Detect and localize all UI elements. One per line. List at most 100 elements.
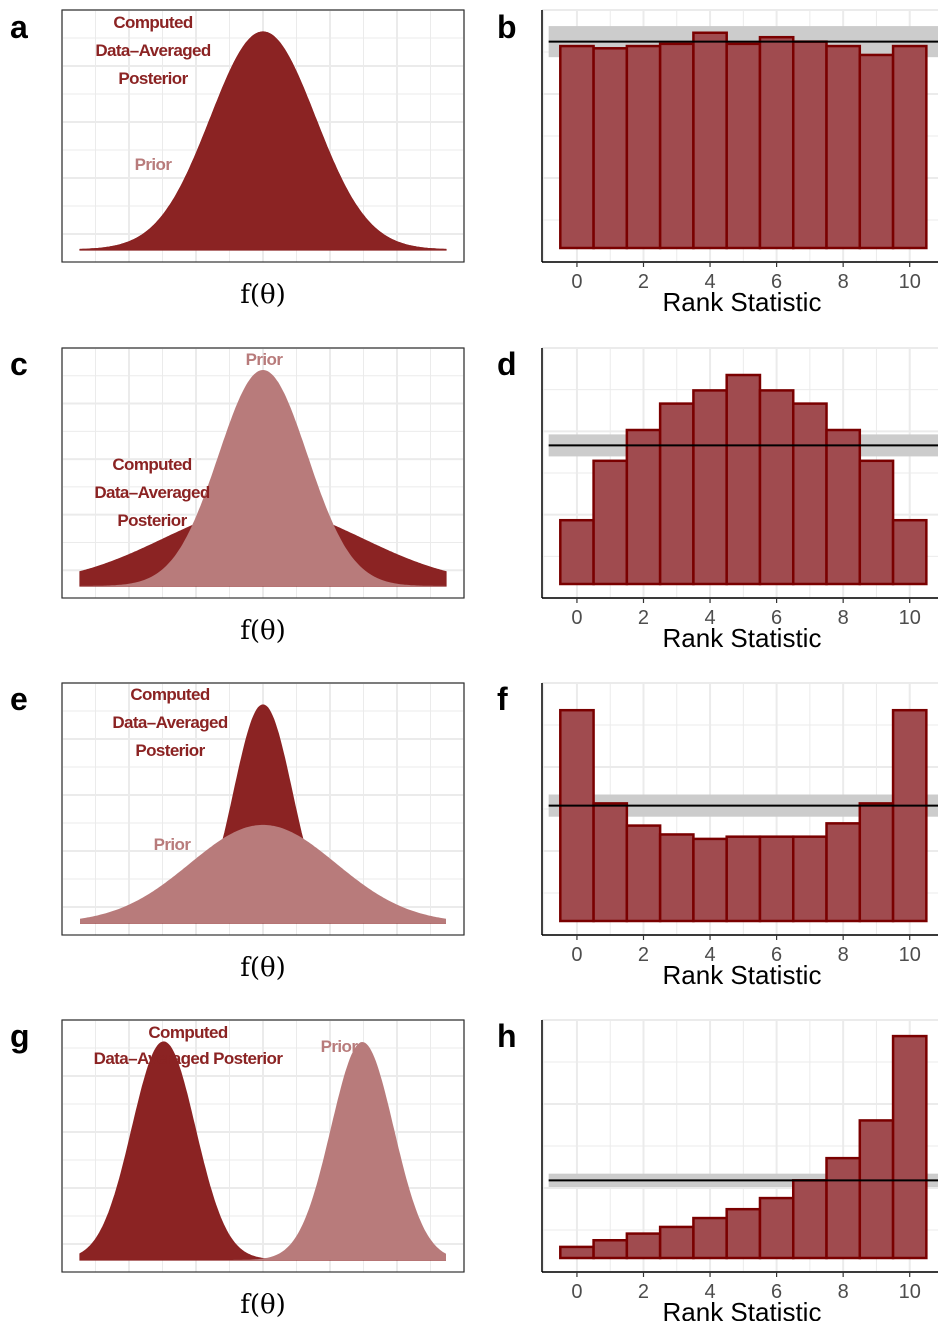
x-axis-label-e: f(θ): [240, 953, 286, 983]
x-tick-label-d-6: 6: [771, 607, 782, 629]
prior-label-a: Prior: [135, 155, 173, 174]
panel-letter-g: g: [10, 1018, 30, 1054]
bar-b-3: [658, 42, 695, 250]
panel-letter-c: c: [10, 346, 28, 382]
histogram-panel-b: b 0 2 4 6 8 10 Rank Statistic: [497, 9, 938, 317]
bar-f-6: [758, 835, 795, 923]
bar-h-4: [692, 1216, 728, 1260]
density-panel-g: g Computed Data–Averaged Posterior Prior f(θ…: [10, 1018, 465, 1320]
bar-f-10: [891, 708, 928, 923]
x-tick-label-d-8: 8: [838, 607, 849, 629]
x-axis-label-h: Rank Statistic: [663, 1297, 822, 1321]
bar-h-3: [658, 1225, 695, 1260]
panel-letter-e: e: [10, 681, 28, 717]
x-tick-label-b-4: 4: [704, 271, 715, 293]
x-tick-label-f-0: 0: [571, 944, 582, 966]
bar-b-5: [725, 42, 762, 250]
bar-h-8: [825, 1156, 862, 1260]
histogram-panel-d: d 0 2 4 6 8 10 Rank Statistic: [497, 346, 938, 653]
panel-letter-d: d: [497, 346, 517, 382]
x-tick-label-h-6: 6: [771, 1281, 782, 1303]
x-tick-label-d-2: 2: [638, 607, 649, 629]
bar-f-2: [625, 824, 662, 923]
posterior-label-e: Data–Averaged: [112, 713, 228, 732]
x-tick-label-h-8: 8: [838, 1281, 849, 1303]
x-axis-label-a: f(θ): [240, 280, 286, 310]
posterior-label-a: Data–Averaged: [95, 41, 211, 60]
bar-h-6: [758, 1196, 795, 1260]
panel-border-e: [61, 682, 465, 936]
bar-b-4: [692, 31, 728, 250]
bar-b-6: [758, 35, 795, 250]
density-panel-c: c Computed Data–Averaged Posterior Prior f(θ): [10, 346, 465, 646]
bar-b-9: [858, 53, 895, 250]
bar-h-1: [592, 1238, 629, 1260]
bar-b-2: [625, 44, 662, 250]
x-tick-label-f-2: 2: [638, 944, 649, 966]
x-tick-label-d-0: 0: [571, 607, 582, 629]
bar-d-9: [858, 459, 895, 586]
x-tick-label-f-4: 4: [704, 944, 715, 966]
panel-border-g: [61, 1019, 465, 1273]
posterior-label-g: Data–Averaged Posterior: [94, 1049, 284, 1068]
bar-b-7: [791, 40, 828, 250]
x-tick-label-b-8: 8: [838, 271, 849, 293]
prior-density-e: [80, 824, 446, 923]
bar-d-0: [559, 518, 595, 586]
posterior-label-a: Computed: [113, 13, 192, 32]
x-tick-label-h-10: 10: [899, 1281, 921, 1303]
bar-h-7: [791, 1179, 828, 1260]
bar-h-0: [559, 1245, 595, 1260]
bar-b-0: [559, 44, 595, 250]
panel-letter-h: h: [497, 1018, 517, 1054]
x-axis-label-g: f(θ): [240, 1290, 286, 1320]
panel-letter-f: f: [497, 681, 508, 717]
bar-h-2: [625, 1232, 662, 1260]
bar-f-3: [658, 833, 695, 923]
posterior-label-a: Posterior: [118, 69, 188, 88]
bar-d-4: [692, 389, 728, 586]
bar-f-0: [559, 708, 595, 923]
prior-label-e: Prior: [154, 835, 192, 854]
posterior-density-a: [79, 31, 447, 251]
x-axis-label-d: Rank Statistic: [663, 623, 822, 653]
x-tick-label-d-4: 4: [704, 607, 715, 629]
x-tick-label-f-8: 8: [838, 944, 849, 966]
x-tick-label-b-6: 6: [771, 271, 782, 293]
x-tick-label-h-4: 4: [704, 1281, 715, 1303]
x-tick-label-h-2: 2: [638, 1281, 649, 1303]
bar-h-5: [725, 1207, 762, 1260]
bar-f-1: [592, 802, 629, 923]
prior-label-c: Prior: [246, 350, 284, 369]
posterior-label-c: Data–Averaged: [94, 483, 210, 502]
bar-d-5: [725, 373, 762, 586]
bar-d-2: [625, 428, 662, 586]
prior-density-g: [80, 1042, 446, 1260]
panel-border-c: [61, 347, 465, 599]
bar-h-10: [891, 1034, 928, 1260]
bar-d-10: [891, 518, 928, 586]
x-tick-label-f-6: 6: [771, 944, 782, 966]
prior-density-c: [80, 370, 446, 586]
x-tick-label-f-10: 10: [899, 944, 921, 966]
panel-letter-b: b: [497, 9, 517, 45]
x-axis-label-f: Rank Statistic: [663, 960, 822, 990]
posterior-outline-a: [80, 31, 446, 251]
bar-d-3: [658, 402, 695, 586]
panel-letter-a: a: [10, 9, 28, 45]
bar-d-7: [791, 402, 828, 586]
bar-b-10: [891, 44, 928, 250]
posterior-label-e: Posterior: [135, 741, 205, 760]
posterior-label-c: Posterior: [117, 511, 187, 530]
density-panel-e: e Computed Data–Averaged Posterior Prior f(θ): [10, 681, 465, 983]
bar-f-9: [858, 802, 895, 923]
bar-d-1: [592, 459, 629, 586]
x-tick-label-d-10: 10: [899, 607, 921, 629]
bar-b-8: [825, 44, 862, 250]
posterior-label-c: Computed: [112, 455, 191, 474]
bar-f-4: [692, 837, 728, 923]
bar-b-1: [592, 47, 629, 250]
x-tick-label-b-2: 2: [638, 271, 649, 293]
histogram-panel-h: h 0 2 4 6 8 10 Rank Statistic: [497, 1018, 938, 1321]
